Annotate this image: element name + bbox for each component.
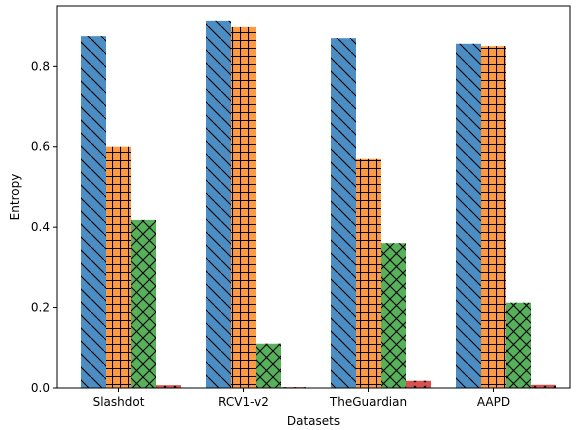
bar-hatch-overlay (406, 380, 431, 388)
bar-hatch-overlay (206, 20, 231, 388)
y-tick-label: 0.6 (31, 140, 50, 154)
y-axis-ticks: 0.0 0.2 0.4 0.6 0.8 (31, 59, 57, 395)
bar-hatch-overlay (531, 384, 556, 388)
bar-hatch-overlay (456, 43, 481, 389)
y-tick-label: 0.2 (31, 301, 50, 315)
bar-hatch-overlay (506, 302, 531, 388)
bar-hatch-overlay (481, 46, 506, 389)
x-tick-label: TheGuardian (329, 395, 407, 409)
bar-hatch-overlay (356, 158, 381, 388)
plot-frame (56, 5, 571, 389)
bar-hatch-overlay (331, 38, 356, 388)
x-axis-label: Datasets (287, 414, 340, 428)
bar-hatch-overlay (156, 385, 181, 388)
bars-group (81, 20, 556, 389)
bar-hatch-overlay (381, 243, 406, 388)
bar-hatch-overlay (131, 219, 156, 388)
bar-hatch-overlay (81, 36, 106, 388)
x-tick-label: Slashdot (93, 395, 145, 409)
bar-hatch-overlay (106, 146, 131, 388)
x-tick-label: AAPD (477, 395, 510, 409)
y-tick-label: 0.4 (31, 220, 50, 234)
bar-hatch-overlay (256, 343, 281, 388)
bar-hatch-overlay (231, 26, 256, 388)
y-tick-label: 0.8 (31, 59, 50, 73)
x-tick-label: RCV1-v2 (218, 395, 269, 409)
y-axis-label: Entropy (8, 174, 22, 221)
x-axis-ticks: Slashdot RCV1-v2 TheGuardian AAPD (93, 388, 510, 409)
y-tick-label: 0.0 (31, 381, 50, 395)
